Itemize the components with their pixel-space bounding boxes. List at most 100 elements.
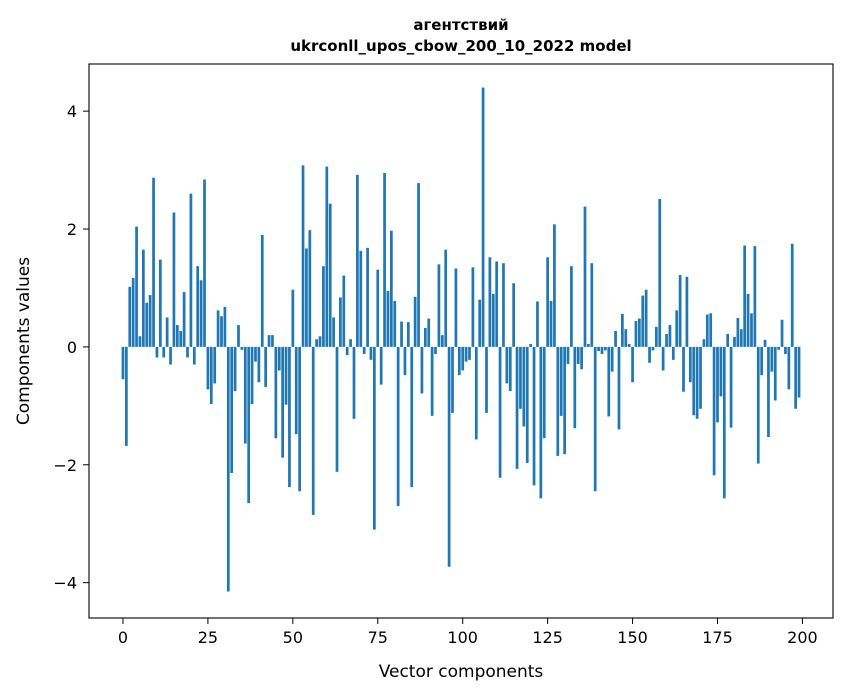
bar-70	[359, 250, 363, 347]
bar-5	[138, 336, 142, 347]
bar-186	[753, 246, 757, 347]
bar-189	[763, 339, 767, 347]
bar-180	[733, 336, 736, 347]
bar-113	[505, 346, 509, 384]
bar-174	[712, 346, 716, 476]
bar-116	[515, 346, 519, 469]
bar-85	[410, 346, 414, 488]
bar-165	[682, 346, 685, 392]
bar-74	[373, 346, 376, 530]
y-axis-label: Components values	[14, 257, 34, 425]
bar-110	[495, 261, 499, 347]
bar-112	[502, 263, 505, 347]
bar-158	[658, 198, 662, 347]
bar-10	[155, 346, 159, 358]
bar-170	[699, 346, 702, 409]
bar-146	[617, 346, 621, 430]
x-axis-ticks: 0 25 50 75 100 125 150 175 200	[118, 618, 818, 647]
bar-124	[542, 346, 546, 439]
bar-129	[559, 346, 563, 416]
bar-166	[685, 276, 689, 347]
bar-107	[485, 346, 488, 413]
bar-30	[223, 306, 227, 347]
bar-0	[121, 346, 125, 380]
bar-135	[580, 346, 583, 370]
bar-169	[695, 346, 699, 419]
bar-123	[539, 346, 543, 499]
bar-82	[400, 321, 403, 347]
bar-45	[274, 346, 278, 439]
bar-50	[291, 289, 295, 347]
bar-19	[186, 346, 189, 358]
bar-184	[746, 293, 750, 347]
bar-191	[770, 346, 774, 372]
bar-14	[169, 346, 172, 365]
x-tick-label: 125	[532, 628, 563, 647]
bar-23	[199, 280, 203, 347]
bar-96	[447, 346, 451, 567]
bar-168	[692, 346, 696, 416]
bar-190	[767, 346, 770, 438]
bar-55	[308, 230, 312, 347]
bar-115	[512, 283, 516, 347]
bar-131	[566, 346, 570, 364]
bar-157	[654, 326, 658, 347]
bar-100	[461, 346, 465, 371]
bar-99	[457, 346, 461, 376]
bar-53	[301, 165, 305, 347]
bar-143	[607, 346, 611, 417]
x-tick-label: 200	[787, 628, 818, 647]
bar-34	[237, 325, 240, 347]
bar-195	[784, 346, 787, 354]
bar-60	[325, 166, 329, 347]
y-tick-label: 4	[67, 102, 77, 121]
bar-197	[790, 243, 794, 347]
bar-92	[434, 346, 437, 354]
bar-20	[189, 193, 193, 347]
bar-66	[345, 346, 349, 356]
bar-41	[260, 234, 264, 347]
bar-17	[179, 330, 183, 347]
bar-95	[444, 249, 448, 347]
bar-199	[797, 346, 801, 398]
bar-176	[719, 346, 723, 397]
bar-162	[671, 346, 675, 360]
x-tick-label: 25	[198, 628, 218, 647]
bar-175	[716, 346, 719, 423]
bar-148	[624, 329, 628, 347]
bar-138	[590, 263, 594, 347]
bar-75	[376, 269, 380, 347]
bar-81	[396, 346, 400, 507]
bar-109	[491, 293, 495, 347]
bar-68	[352, 346, 356, 419]
bar-104	[474, 346, 478, 440]
bar-144	[610, 346, 614, 372]
bar-192	[773, 346, 777, 401]
bar-52	[298, 346, 301, 492]
bar-173	[709, 313, 713, 347]
bar-15	[172, 212, 176, 347]
bar-194	[780, 319, 784, 347]
bar-171	[702, 339, 706, 347]
bar-76	[379, 346, 383, 385]
bar-114	[508, 346, 512, 392]
bar-111	[498, 346, 502, 478]
plot-area-frame	[88, 63, 834, 619]
bar-84	[406, 322, 410, 347]
x-tick-label: 150	[617, 628, 648, 647]
bar-106	[481, 87, 485, 347]
bar-22	[196, 266, 200, 347]
bar-161	[668, 325, 672, 347]
bar-33	[233, 346, 237, 392]
y-axis-ticks: −4 −2 0 2 4	[53, 102, 89, 593]
bar-49	[288, 346, 291, 488]
bar-3	[131, 277, 135, 347]
bar-125	[546, 257, 549, 347]
bar-156	[651, 346, 655, 351]
bar-88	[420, 346, 424, 394]
bar-87	[417, 183, 420, 347]
bar-198	[794, 346, 797, 409]
bar-11	[158, 259, 162, 347]
bar-149	[627, 343, 631, 347]
bar-185	[750, 313, 753, 347]
